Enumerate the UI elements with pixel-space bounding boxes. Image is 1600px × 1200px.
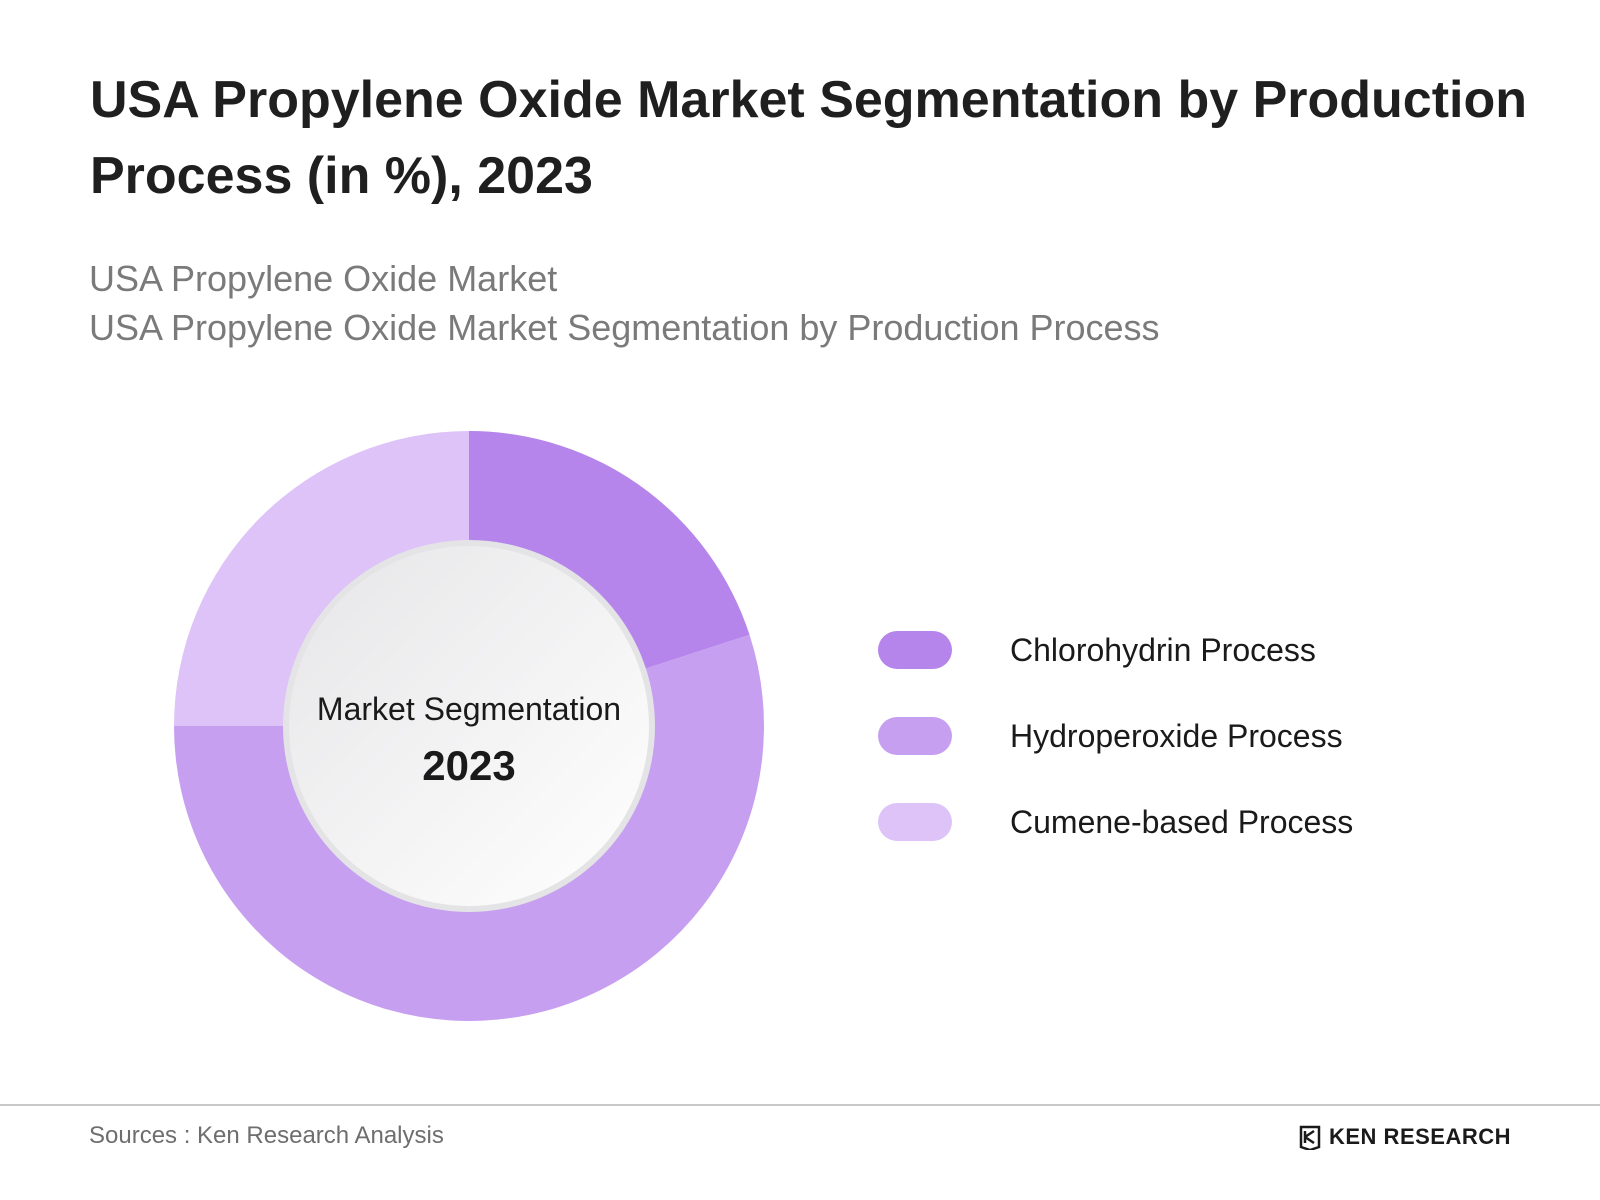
donut-slice-chlorohydrin-process [469, 431, 750, 671]
source-note: Sources : Ken Research Analysis [89, 1122, 444, 1149]
donut-chart: Market Segmentation 2023 [174, 431, 764, 1022]
legend-swatch [878, 717, 952, 755]
ken-research-logo: KEN RESEARCH [1299, 1124, 1511, 1150]
legend-label: Cumene-based Process [1010, 803, 1354, 840]
chart-subtitle-market: USA Propylene Oxide Market [89, 258, 558, 299]
legend-swatch [878, 803, 952, 841]
footer-divider [0, 1104, 1600, 1106]
legend-swatch [878, 631, 952, 669]
donut-center [289, 546, 649, 906]
donut-slice-cumene-based-process [174, 431, 469, 726]
chart-title: USA Propylene Oxide Market Segmentation … [90, 71, 1528, 205]
donut-slice-hydroperoxide-process [174, 634, 764, 1022]
legend-label: Hydroperoxide Process [1010, 717, 1343, 754]
chart-subtitle-segmentation: USA Propylene Oxide Market Segmentation … [89, 307, 1160, 348]
legend-item-cumene: Cumene-based Process [878, 803, 1353, 841]
legend-label: Chlorohydrin Process [1010, 631, 1316, 668]
legend-item-hydroperoxide: Hydroperoxide Process [878, 717, 1353, 755]
chart-legend: Chlorohydrin Process Hydroperoxide Proce… [878, 631, 1353, 889]
donut-slices [174, 431, 764, 1022]
ken-research-logo-icon [1299, 1125, 1321, 1150]
ken-research-logo-text: KEN RESEARCH [1329, 1124, 1512, 1149]
legend-item-chlorohydrin: Chlorohydrin Process [878, 631, 1353, 669]
center-label: Market Segmentation [317, 691, 621, 727]
center-year: 2023 [422, 742, 515, 789]
